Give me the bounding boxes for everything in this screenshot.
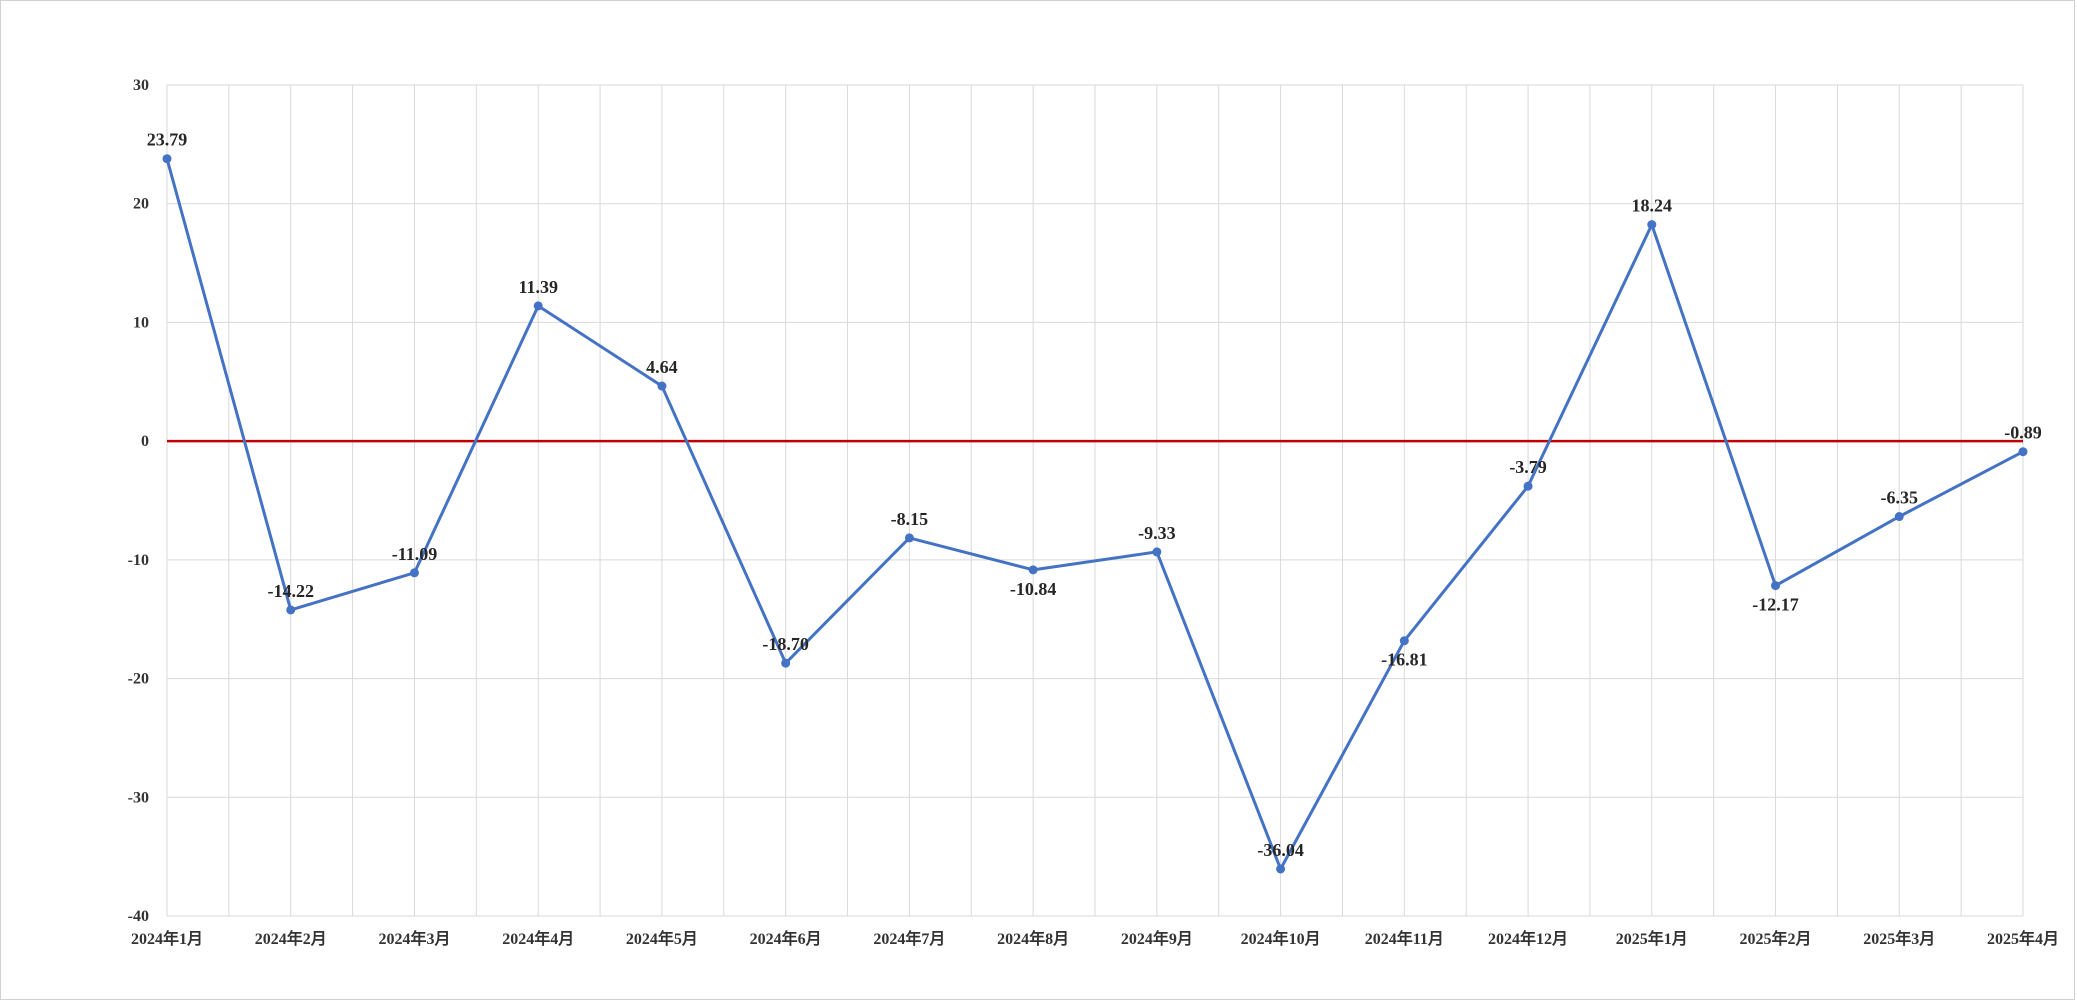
data-label: -36.04 [1257,840,1304,860]
x-tick-label: 2024年6月 [750,929,822,948]
data-point [904,533,914,543]
data-point [1028,565,1038,575]
data-point [1894,512,1904,522]
data-label: -10.84 [1010,579,1057,599]
data-label: -18.70 [762,634,809,654]
y-tick-label: 20 [133,196,149,213]
x-tick-label: 2024年8月 [997,929,1069,948]
data-label: -0.89 [2004,423,2042,443]
data-label: -6.35 [1881,488,1919,508]
x-tick-label: 2024年9月 [1121,929,1193,948]
x-tick-label: 2025年4月 [1987,929,2059,948]
data-point [781,658,791,668]
data-point [1399,636,1409,646]
data-point [1771,581,1781,591]
data-points [162,154,2028,874]
data-label: 4.64 [646,357,678,377]
data-point [2018,447,2028,457]
x-tick-label: 2024年3月 [378,929,450,948]
data-point [162,154,172,164]
vertical-gridlines [166,85,2024,916]
data-label: -12.17 [1752,595,1799,615]
y-axis-ticks: 30 20 10 0 -10 -20 -30 -40 [128,77,149,925]
x-tick-label: 2025年2月 [1740,929,1812,948]
x-axis-ticks: 2024年1月 2024年2月 2024年3月 2024年4月 2024年5月 2024年… [131,929,2059,948]
data-point [409,568,419,578]
data-label: -14.22 [267,581,314,601]
x-tick-label: 2024年2月 [255,929,327,948]
data-label: -3.79 [1509,457,1547,477]
x-tick-label: 2025年1月 [1616,929,1688,948]
x-tick-label: 2025年3月 [1863,929,1935,948]
y-tick-label: 30 [133,77,149,94]
x-tick-label: 2024年4月 [502,929,574,948]
y-tick-label: 10 [133,314,149,331]
data-label: -8.15 [891,509,929,529]
data-label: -9.33 [1138,523,1176,543]
y-tick-label: -30 [128,789,149,806]
y-tick-label: 0 [141,433,149,450]
data-label: -16.81 [1381,650,1428,670]
data-label: 11.39 [518,277,558,297]
data-label: 18.24 [1632,196,1673,216]
y-tick-label: -20 [128,671,149,688]
data-point [1647,220,1657,230]
series-line [165,158,2024,871]
x-tick-label: 2024年7月 [873,929,945,948]
data-point [1523,481,1533,491]
data-point [1276,864,1286,874]
x-tick-label: 2024年12月 [1488,929,1568,948]
data-point [657,381,667,391]
x-tick-label: 2024年10月 [1241,929,1321,948]
y-tick-label: -10 [128,552,149,569]
data-point [533,301,543,311]
data-point [1152,547,1162,557]
data-point [286,605,296,615]
x-tick-label: 2024年1月 [131,929,203,948]
y-tick-label: -40 [128,908,149,925]
data-labels: 23.79 -14.22 -11.09 11.39 4.64 -18.70 -8.15 -10… [147,130,2042,860]
data-label: -11.09 [392,544,438,564]
x-tick-label: 2024年11月 [1365,929,1444,948]
x-tick-label: 2024年5月 [626,929,698,948]
data-label: 23.79 [147,130,188,150]
series-polyline [165,158,2024,871]
